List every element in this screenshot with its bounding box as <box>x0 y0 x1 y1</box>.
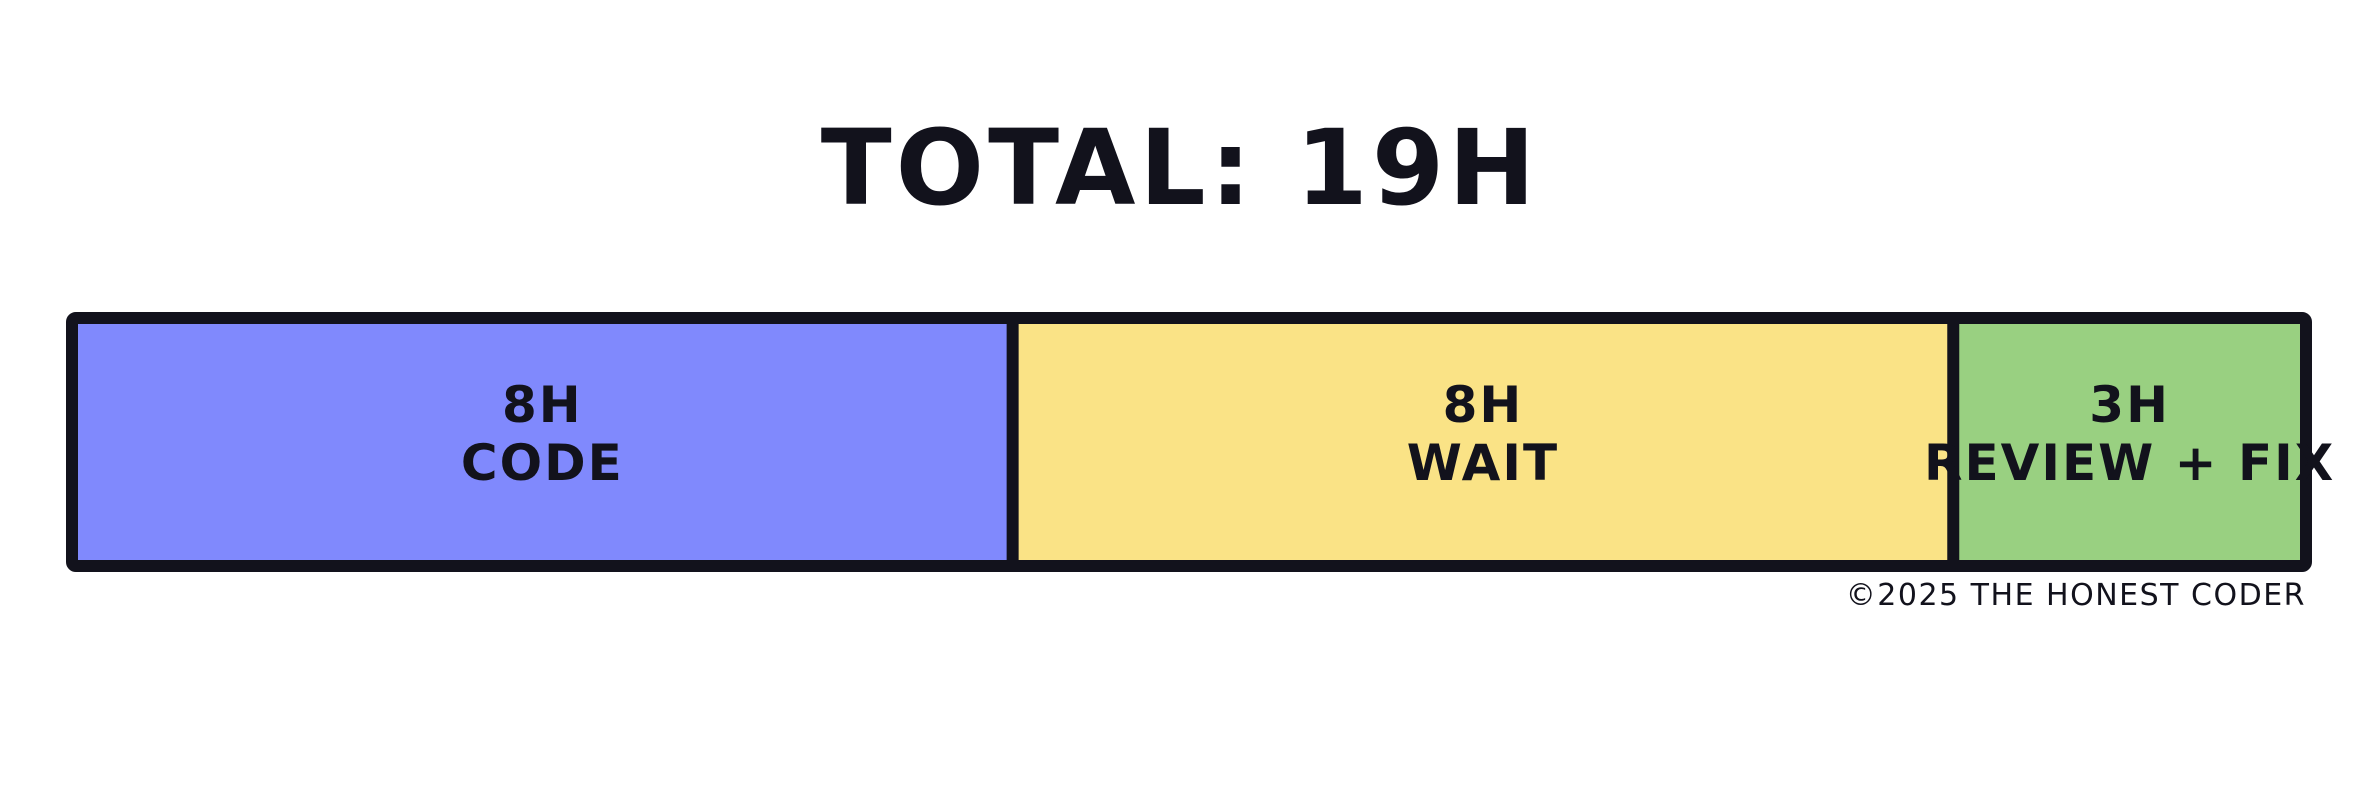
bar-segment-code <box>72 318 1013 566</box>
chart-title: TOTAL: 19H <box>820 107 1540 229</box>
bar-segments <box>72 318 2306 566</box>
segment-value-code: 8H <box>502 376 583 434</box>
segment-label-wait: WAIT <box>1407 434 1559 492</box>
bar-segment-wait <box>1012 318 1954 566</box>
copyright-credit: ©2025 THE HONEST CODER <box>1845 578 2306 613</box>
segment-value-wait: 8H <box>1443 376 1524 434</box>
bar-segment-review-fix <box>1953 318 2306 566</box>
segment-value-review-fix: 3H <box>2089 376 2170 434</box>
segment-label-review-fix: REVIEW + FIX <box>1924 434 2335 492</box>
bar-outline <box>66 312 2312 572</box>
segment-dividers <box>1006 318 1960 566</box>
segment-label-code: CODE <box>461 434 624 492</box>
